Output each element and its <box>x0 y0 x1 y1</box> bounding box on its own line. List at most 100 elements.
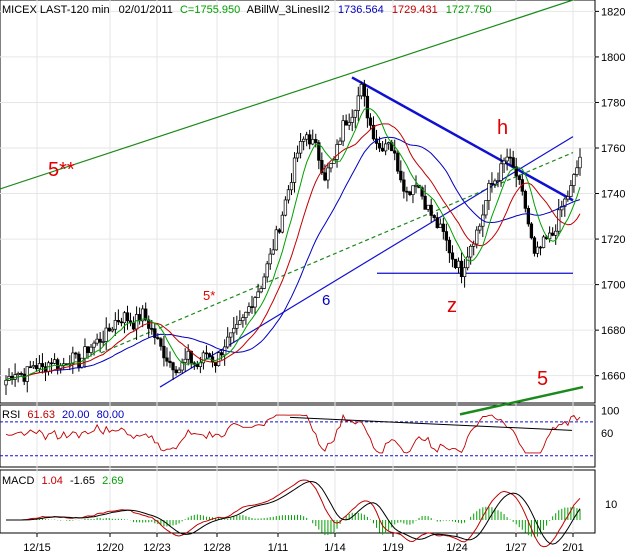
candle-body <box>377 143 382 149</box>
candle-body <box>186 350 190 360</box>
candle-body <box>496 180 500 182</box>
candle-body <box>517 175 521 180</box>
trendline <box>351 76 574 202</box>
candle-body <box>429 204 433 216</box>
candle-body <box>19 373 23 375</box>
candle-body <box>28 366 32 369</box>
candle-body <box>563 198 567 207</box>
candle-body <box>171 362 175 371</box>
candle-body <box>292 157 297 183</box>
annotation-z: z <box>447 295 457 317</box>
x-tick-label: 12/23 <box>143 542 171 554</box>
candle-body <box>71 352 75 364</box>
candle-body <box>484 200 488 216</box>
candle-body <box>298 141 303 154</box>
macd-hist: 2.69 <box>102 475 123 487</box>
candle-body <box>98 338 102 343</box>
candle-body <box>554 230 558 236</box>
candle-body <box>387 142 391 145</box>
candle-body <box>535 246 540 254</box>
y-tick-label: 1820 <box>601 6 625 18</box>
rsi-panel-frame <box>0 404 596 468</box>
macd-line <box>6 479 581 548</box>
rsi-value: 61.63 <box>27 409 55 421</box>
candle-body <box>356 95 360 111</box>
candle-body <box>280 214 285 233</box>
candle-body <box>399 170 403 181</box>
macd-signal: -1.65 <box>70 475 95 487</box>
candle-body <box>265 263 269 278</box>
candle-body <box>162 345 166 359</box>
candle-body <box>295 152 300 159</box>
header-date: 02/01/2011 <box>119 4 173 16</box>
trendline <box>0 0 574 190</box>
candle-body <box>493 180 497 185</box>
rsi-high: 80.00 <box>97 409 125 421</box>
candle-body <box>168 360 172 364</box>
candle-body <box>438 223 442 228</box>
macd-header: MACD 1.04 -1.65 2.69 <box>2 475 124 487</box>
candle-body <box>514 166 518 177</box>
macd-panel <box>6 479 581 548</box>
y-tick-label: 1660 <box>601 371 625 383</box>
y-axis: 1660 1680 1700 1720 1740 1760 1780 1800 1820 60 10… <box>595 6 625 511</box>
candle-body <box>52 359 57 364</box>
y-tick-label: 1700 <box>601 280 625 292</box>
x-axis: 12/15 12/20 12/23 12/28 1/11 1/14 1/19 1/24 1/27… <box>23 533 584 554</box>
candle-body <box>408 191 412 195</box>
macd-value: 1.04 <box>41 475 62 487</box>
rsi-panel <box>0 413 595 457</box>
candle-body <box>435 217 439 228</box>
x-tick-label: 1/14 <box>324 542 345 554</box>
candle-body <box>362 83 367 97</box>
candle-body <box>244 311 248 319</box>
candle-body <box>405 190 409 193</box>
indicator-line <box>5 136 581 381</box>
candle-body <box>365 95 370 119</box>
y-tick-label: 1720 <box>601 234 625 246</box>
header-ind-v1: 1736.564 <box>338 4 384 16</box>
candle-body <box>305 134 309 140</box>
y-tick-label: 1680 <box>601 325 625 337</box>
candle-body <box>110 328 114 332</box>
header-close: C=1755.950 <box>180 4 240 16</box>
candle-body <box>532 237 537 254</box>
candle-body <box>198 362 203 367</box>
candle-body <box>402 179 406 192</box>
candle-body <box>572 174 576 186</box>
candle-body <box>283 199 288 216</box>
candle-body <box>475 229 479 245</box>
candle-body <box>323 172 327 181</box>
candle-body <box>177 369 181 374</box>
candle-body <box>368 117 373 126</box>
rsi-tick-label: 100 <box>601 406 619 418</box>
candle-body <box>371 124 376 140</box>
candle-body <box>414 184 418 187</box>
candle-body <box>22 373 26 382</box>
macd-label: MACD <box>2 475 34 487</box>
candle-body <box>241 317 245 322</box>
indicator-line <box>5 123 581 381</box>
x-tick-label: 2/01 <box>562 542 583 554</box>
candle-body <box>447 239 452 254</box>
trendline <box>100 151 574 354</box>
candle-body <box>320 159 324 174</box>
candle-body <box>453 258 458 268</box>
candle-body <box>116 320 121 323</box>
candle-body <box>338 140 342 145</box>
candle-body <box>156 337 160 340</box>
candle-body <box>89 346 93 353</box>
candle-body <box>274 229 278 251</box>
candle-body <box>49 362 54 365</box>
y-tick-label: 1780 <box>601 97 625 109</box>
candle-body <box>526 207 531 225</box>
candle-body <box>575 167 579 175</box>
macd-tick-label: 10 <box>605 499 617 511</box>
candle-body <box>31 365 35 368</box>
header-indicator-name: ABillW_3LinesII2 <box>247 4 330 16</box>
candle-body <box>259 288 263 293</box>
candle-body <box>131 322 136 330</box>
indicator-line <box>5 108 581 381</box>
candle-body <box>83 346 87 359</box>
candle-body <box>423 195 427 210</box>
